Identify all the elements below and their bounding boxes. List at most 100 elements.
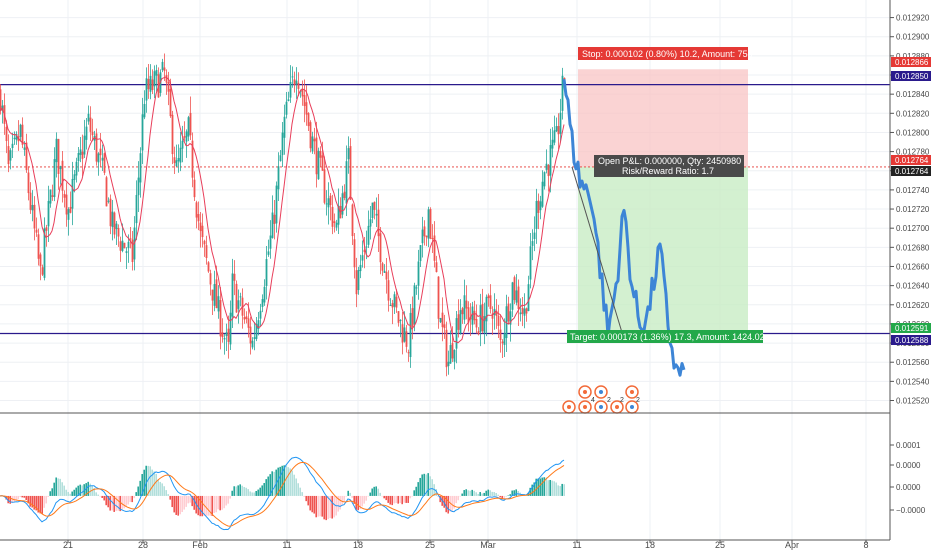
candle-body xyxy=(195,202,198,218)
macd-histogram-bar xyxy=(239,484,241,496)
macd-histogram-bar xyxy=(93,487,95,496)
macd-histogram-bar xyxy=(163,486,165,496)
macd-histogram-bar xyxy=(535,478,537,496)
candle-body xyxy=(177,157,180,162)
macd-histogram-bar xyxy=(185,495,187,507)
candle-body xyxy=(461,308,464,315)
price-tag-label: 0.012588 xyxy=(895,336,929,345)
candle-body xyxy=(245,316,248,320)
candle-body xyxy=(113,212,116,235)
candle-body xyxy=(7,146,10,165)
macd-histogram-bar xyxy=(395,495,397,504)
macd-histogram-bar xyxy=(443,495,445,508)
position-labels[interactable]: Stop: 0.000102 (0.80%) 10.2, Amount: 750… xyxy=(567,47,765,343)
macd-histogram-bar xyxy=(139,480,141,496)
candle-body xyxy=(147,78,150,90)
macd-histogram-bar xyxy=(77,485,79,496)
open-pnl-label: Open P&L: 0.000000, Qty: 2450980 xyxy=(598,156,741,166)
info-box[interactable] xyxy=(594,155,744,177)
candle-body xyxy=(155,70,158,76)
candle-body xyxy=(91,131,94,136)
macd-histogram-bar xyxy=(61,482,63,496)
candle-body xyxy=(265,259,268,286)
macd-histogram-bar xyxy=(231,490,233,496)
macd-histogram-bar xyxy=(81,485,83,496)
macd-histogram-bar xyxy=(217,495,219,510)
y-tick-label: 0.012900 xyxy=(896,33,930,42)
candle-body xyxy=(551,139,554,149)
macd-histogram-bar xyxy=(287,467,289,496)
candle-body xyxy=(167,82,170,92)
macd-histogram-bar xyxy=(145,465,147,496)
macd-histogram-bar xyxy=(27,495,29,504)
candle-body xyxy=(73,174,76,180)
macd-histogram-bar xyxy=(411,495,413,497)
candle-body xyxy=(307,113,310,127)
macd-histogram-bar xyxy=(485,490,487,496)
macd-histogram-bar xyxy=(551,480,553,496)
macd-histogram-bar xyxy=(295,478,297,496)
candle-body xyxy=(465,300,468,309)
candle-body xyxy=(27,172,30,194)
candle-body xyxy=(433,235,436,261)
candle-body xyxy=(407,352,410,354)
macd-histogram-bar xyxy=(277,467,279,496)
candle-body xyxy=(527,284,530,312)
macd-histogram-bar xyxy=(505,495,507,497)
candle-body xyxy=(419,245,422,262)
chart-grid xyxy=(0,0,890,540)
macd-histogram-bar xyxy=(129,495,131,502)
macd-histogram-bar xyxy=(491,491,493,496)
macd-histogram-bar xyxy=(65,489,67,496)
candle-body xyxy=(219,299,222,337)
candle-body xyxy=(47,200,50,227)
macd-histogram-bar xyxy=(59,478,61,496)
candle-body xyxy=(293,79,296,86)
macd-histogram-bar xyxy=(457,495,459,501)
candle-body xyxy=(317,150,320,180)
candle-body xyxy=(15,133,18,140)
macd-histogram-bar xyxy=(325,495,327,521)
candle-body xyxy=(223,338,226,340)
macd-histogram-bar xyxy=(41,495,43,514)
macd-histogram-bar xyxy=(355,495,357,510)
candle-body xyxy=(403,327,406,342)
macd-histogram-bar xyxy=(79,484,81,496)
candle-body xyxy=(283,116,286,138)
macd-histogram-bar xyxy=(333,495,335,518)
macd-histogram-bar xyxy=(215,495,217,513)
candle-body xyxy=(507,303,510,322)
candle-body xyxy=(325,203,328,205)
price-tag xyxy=(891,155,931,165)
macd-histogram-bar xyxy=(73,489,75,496)
macd-tick-label: −0.0000 xyxy=(896,506,926,515)
macd-histogram-bar xyxy=(357,495,359,511)
macd-histogram-bar xyxy=(469,490,471,496)
candle-body xyxy=(421,229,424,244)
macd-histogram-bar xyxy=(191,495,193,507)
candle-body xyxy=(427,209,430,239)
candle-body xyxy=(555,126,558,132)
risk-reward-label: Risk/Reward Ratio: 1.7 xyxy=(622,166,714,176)
macd-histogram-bar xyxy=(499,495,501,498)
macd-histogram-bar xyxy=(415,486,417,496)
macd-histogram-bar xyxy=(99,495,101,497)
time-axis-bg xyxy=(0,540,932,550)
stop-label-box[interactable] xyxy=(578,47,748,60)
macd-histogram-bar xyxy=(345,495,347,497)
macd-histogram-bar xyxy=(177,495,179,516)
event-markers[interactable]: 2 4 2 2 xyxy=(562,385,640,414)
candle-body xyxy=(49,189,52,204)
macd-histogram-bar xyxy=(125,495,127,508)
macd-histogram-bar xyxy=(473,490,475,496)
candle-body xyxy=(153,71,156,87)
candle-body xyxy=(275,185,278,224)
candle-body xyxy=(225,332,228,337)
candle-body xyxy=(423,226,426,237)
macd-histogram-bar xyxy=(305,495,307,502)
candle-body xyxy=(171,114,174,155)
candle-body xyxy=(503,333,506,345)
target-label-box[interactable] xyxy=(567,330,763,343)
candle-body xyxy=(521,307,524,314)
